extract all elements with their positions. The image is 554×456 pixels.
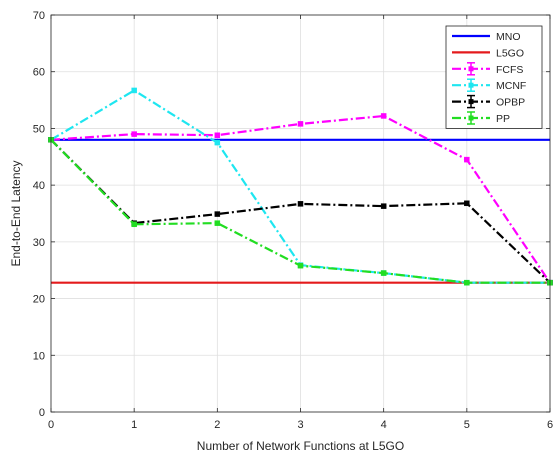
- legend-label-opbp: OPBP: [496, 97, 525, 109]
- x-tick-label: 1: [131, 419, 137, 431]
- series-group: [48, 87, 553, 286]
- data-point: [380, 203, 387, 209]
- data-point: [380, 113, 387, 119]
- x-tick-label: 0: [48, 419, 54, 431]
- legend-label-mcnf: MCNF: [496, 80, 526, 92]
- data-point: [297, 201, 304, 207]
- y-tick-label: 60: [33, 67, 45, 79]
- data-point: [297, 121, 304, 127]
- x-tick-label: 3: [297, 419, 303, 431]
- data-point: [214, 132, 221, 138]
- y-tick-label: 20: [33, 294, 45, 306]
- legend-marker: [468, 66, 474, 72]
- data-point: [464, 279, 470, 286]
- data-point: [297, 262, 304, 269]
- data-point: [214, 139, 221, 146]
- legend-box: [445, 25, 543, 129]
- legend: MNO L5GO FCFS MCNF OPBP PP: [445, 25, 543, 129]
- y-tick-label: 0: [39, 407, 45, 419]
- legend-marker: [468, 82, 474, 88]
- data-point: [464, 156, 470, 163]
- data-point: [214, 220, 221, 226]
- y-tick-label: 30: [33, 237, 45, 249]
- y-tick-label: 70: [33, 10, 45, 22]
- legend-marker: [468, 115, 474, 121]
- x-tick-label: 4: [381, 419, 387, 431]
- y-tick-label: 40: [33, 180, 45, 192]
- data-point: [464, 200, 470, 207]
- legend-label-fcfs: FCFS: [496, 64, 523, 76]
- legend-label-mno: MNO: [496, 31, 521, 43]
- x-axis-label: Number of Network Functions at L5GO: [197, 439, 404, 453]
- legend-marker: [468, 99, 474, 105]
- data-point: [380, 270, 387, 276]
- data-point: [131, 221, 137, 228]
- x-tick-label: 5: [464, 419, 470, 431]
- y-tick-label: 50: [33, 123, 45, 135]
- legend-label-pp: PP: [496, 113, 510, 125]
- x-tick-label: 2: [214, 419, 220, 431]
- legend-label-l5go: L5GO: [496, 47, 524, 59]
- y-axis-label: End-to-End Latency: [9, 160, 23, 266]
- data-point: [131, 131, 137, 137]
- data-point: [131, 87, 137, 94]
- x-tick-label: 6: [547, 419, 553, 431]
- y-tick-label: 10: [33, 350, 45, 362]
- data-point: [214, 211, 221, 217]
